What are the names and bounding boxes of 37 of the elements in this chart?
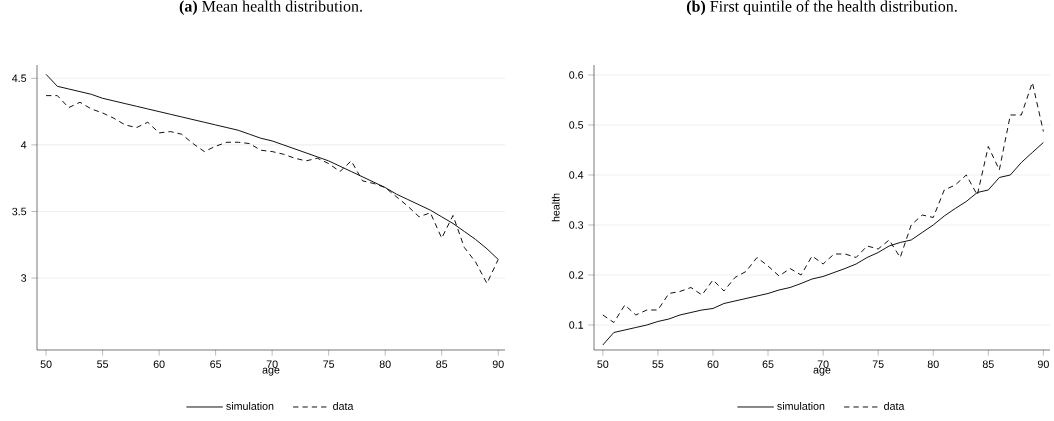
chart-title: (a) Mean health distribution.: [179, 0, 362, 15]
x-tick-label: 55: [97, 360, 109, 368]
x-tick-label: 75: [323, 360, 335, 368]
x-tick-label: 90: [1037, 360, 1049, 368]
y-axis-title: health: [551, 193, 560, 222]
y-tick-label: 0.1: [569, 321, 584, 329]
y-tick-label: 4.5: [12, 74, 27, 83]
x-axis-title: age: [813, 367, 831, 376]
x-tick-label: 65: [210, 360, 222, 368]
legend-label: simulation: [226, 402, 274, 410]
legend-label: simulation: [777, 402, 825, 410]
legend-label: data: [884, 402, 905, 410]
x-tick-label: 50: [40, 360, 52, 368]
x-tick-label: 60: [153, 360, 165, 368]
legend-label: data: [333, 402, 354, 410]
x-tick-label: 80: [379, 360, 391, 368]
y-tick-label: 0.6: [569, 71, 584, 79]
x-tick-label: 85: [982, 360, 994, 368]
x-tick-label: 60: [707, 360, 719, 368]
x-tick-label: 55: [652, 360, 664, 368]
y-tick-label: 0.5: [569, 121, 584, 129]
x-tick-label: 65: [762, 360, 774, 368]
y-tick-label: 0.4: [569, 171, 584, 179]
x-tick-label: 85: [436, 360, 448, 368]
x-tick-label: 70: [266, 360, 278, 368]
y-tick-label: 3: [21, 274, 27, 282]
x-axis-title: age: [262, 367, 280, 376]
x-tick-label: 75: [872, 360, 884, 368]
x-tick-label: 70: [817, 360, 829, 368]
x-tick-label: 90: [492, 360, 504, 368]
y-tick-label: 0.3: [569, 221, 584, 229]
y-tick-label: 3.5: [12, 207, 27, 216]
y-tick-label: 0.2: [569, 271, 584, 279]
x-tick-label: 50: [597, 360, 609, 368]
chart-title: (b) First quintile of the health distribution.: [686, 0, 957, 15]
x-tick-label: 80: [927, 360, 939, 368]
y-tick-label: 4: [20, 141, 27, 149]
